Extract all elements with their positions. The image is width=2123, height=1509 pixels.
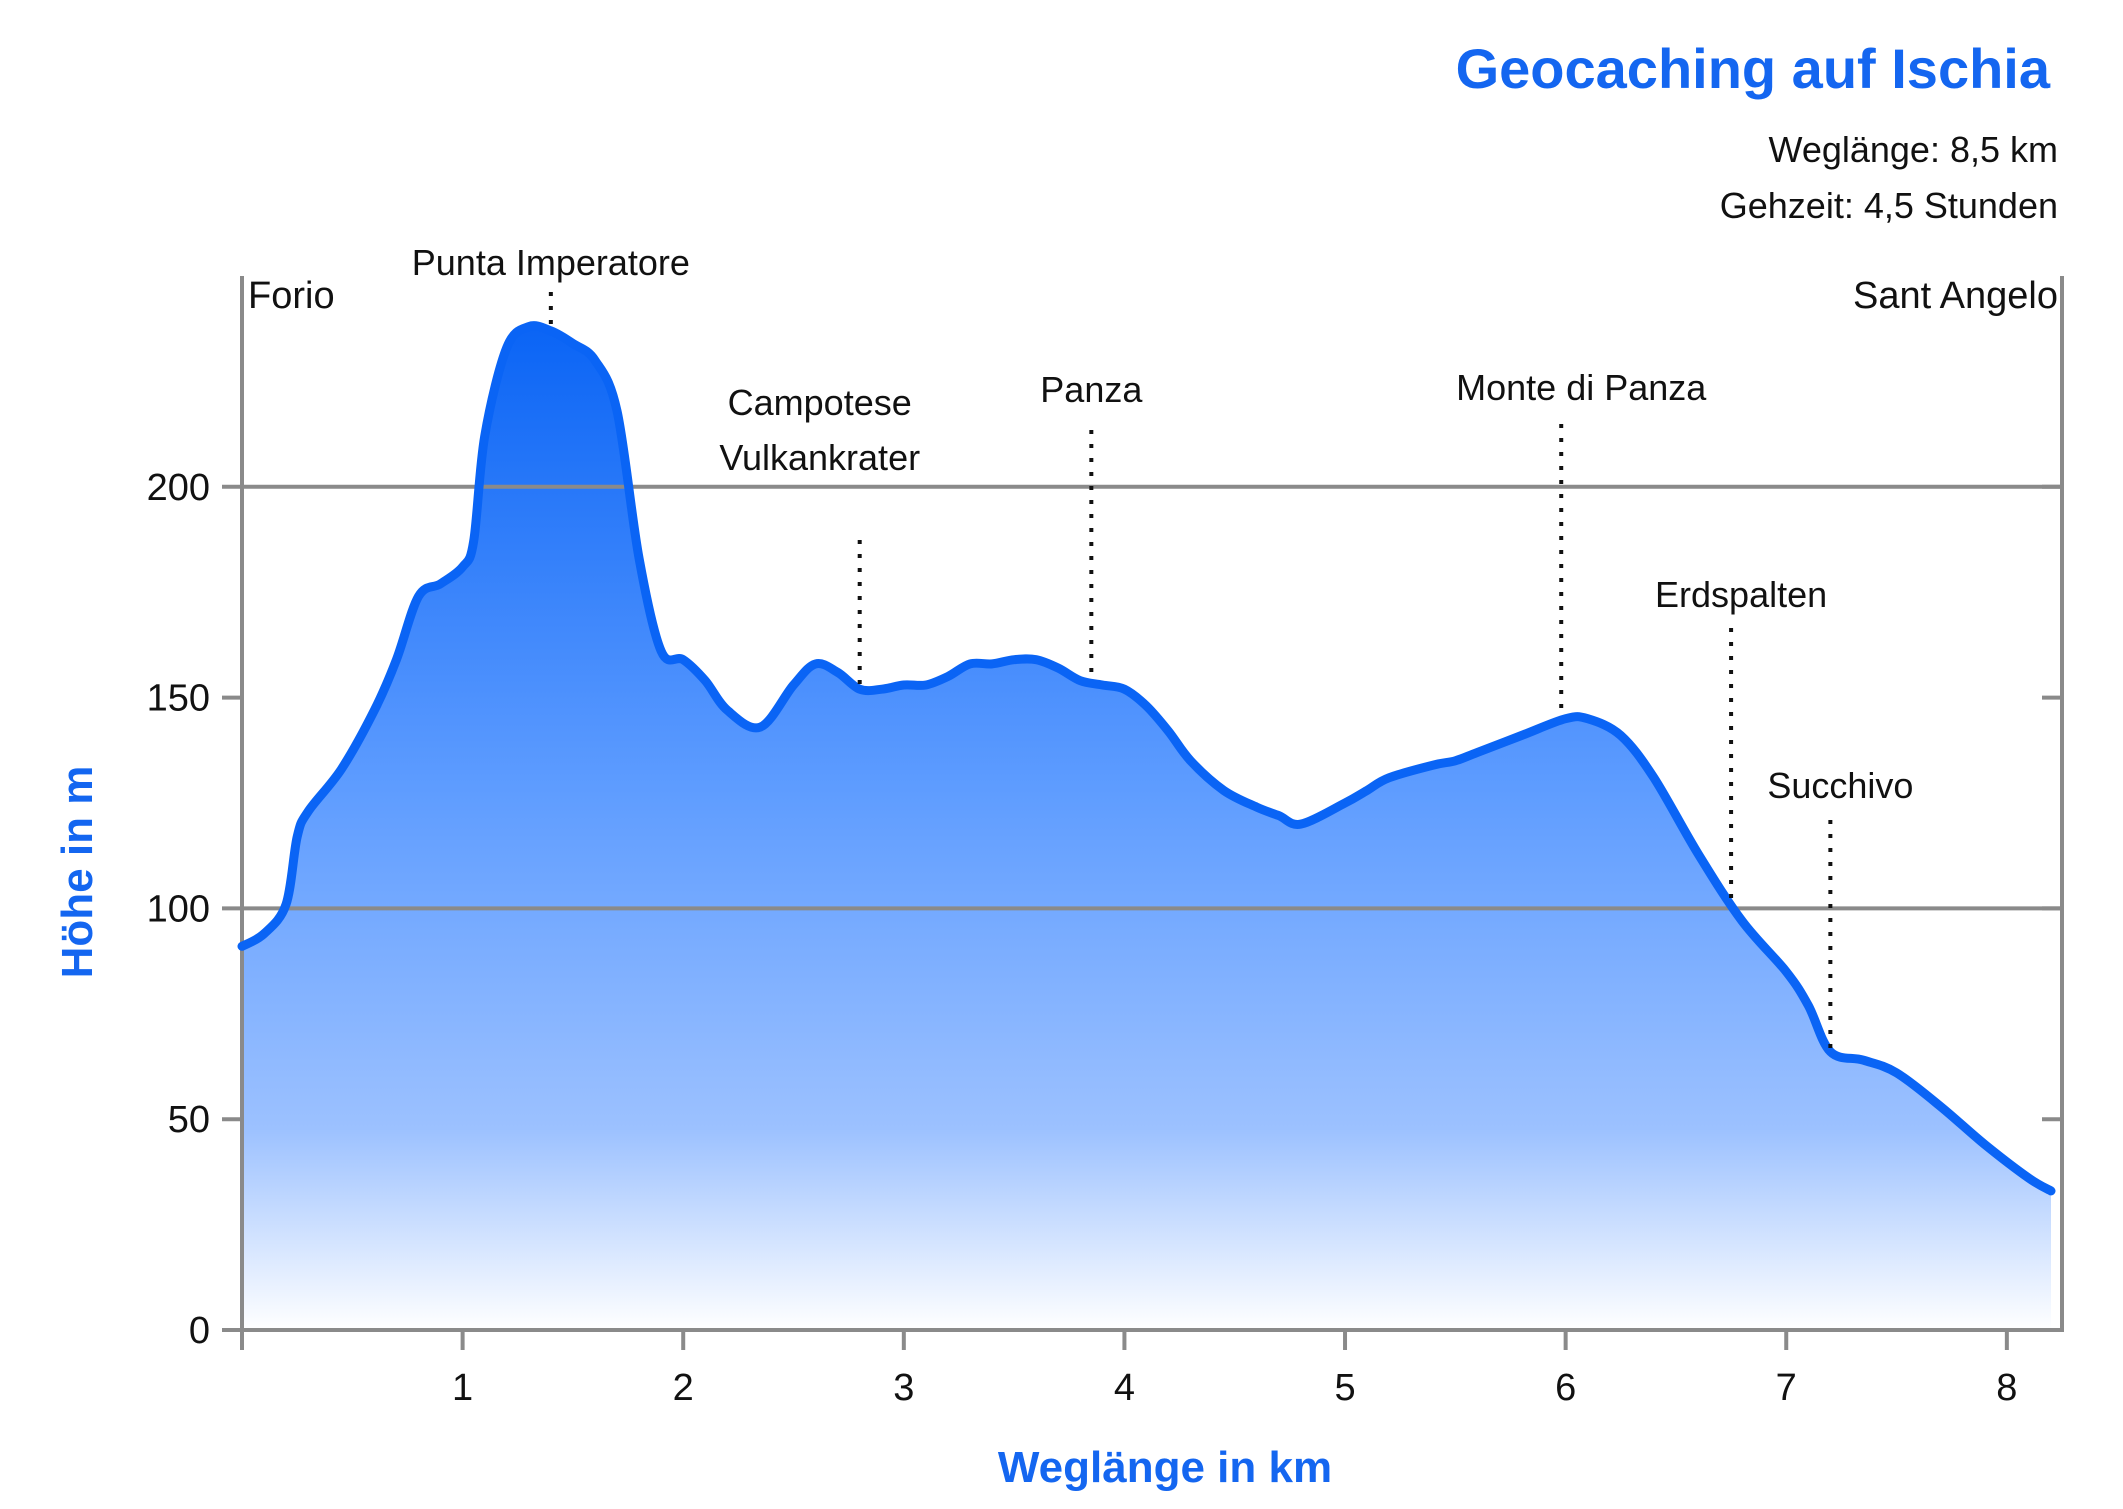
y-tick-label-150: 150 (147, 678, 210, 720)
line-layer (237, 321, 2056, 1196)
annotation-label-3-line-0: Monte di Panza (1456, 367, 1707, 408)
elevation-line (237, 321, 2056, 1196)
subtitle-walktime: Gehzeit: 4,5 Stunden (1720, 185, 2058, 226)
annotation-layer: Punta Imperatore Campotese Vulkankrater Pan… (412, 242, 1913, 1050)
annotation-label-0-line-0: Punta Imperatore (412, 242, 690, 283)
x-tick-label-8: 8 (1996, 1367, 2017, 1409)
y-tick-label-200: 200 (147, 467, 210, 509)
subtitle-distance: Weglänge: 8,5 km (1769, 129, 2059, 170)
y-axis-label: Höhe in m (53, 766, 102, 979)
grid-layer (242, 484, 2062, 911)
annotation-label-4-line-0: Erdspalten (1655, 574, 1827, 615)
x-tick-label-4: 4 (1114, 1367, 1135, 1409)
x-tick-label-1: 1 (452, 1367, 473, 1409)
x-tick-label-2: 2 (673, 1367, 694, 1409)
area-layer (242, 325, 2051, 1330)
y-tick-label-50: 50 (168, 1099, 210, 1141)
x-tick-label-7: 7 (1776, 1367, 1797, 1409)
y-tick-label-0: 0 (189, 1310, 210, 1352)
y-tick-label-100: 100 (147, 888, 210, 930)
start-label: Forio (248, 275, 335, 317)
annotation-label-2-line-0: Panza (1040, 369, 1143, 410)
x-tick-label-3: 3 (893, 1367, 914, 1409)
x-axis-label: Weglänge in km (998, 1443, 1332, 1492)
annotation-label-5-line-0: Succhivo (1767, 765, 1913, 806)
chart-title: Geocaching auf Ischia (1456, 37, 2051, 100)
annotation-label-1-line-0: Campotese (728, 382, 912, 423)
axis-layer: 0 50 100 150 200 1 2 3 4 5 6 7 8 (147, 276, 2064, 1409)
annotation-label-1-line-1: Vulkankrater (719, 437, 920, 478)
x-tick-label-5: 5 (1334, 1367, 1355, 1409)
elevation-area (242, 325, 2051, 1330)
end-label: Sant Angelo (1853, 275, 2058, 317)
x-tick-label-6: 6 (1555, 1367, 1576, 1409)
